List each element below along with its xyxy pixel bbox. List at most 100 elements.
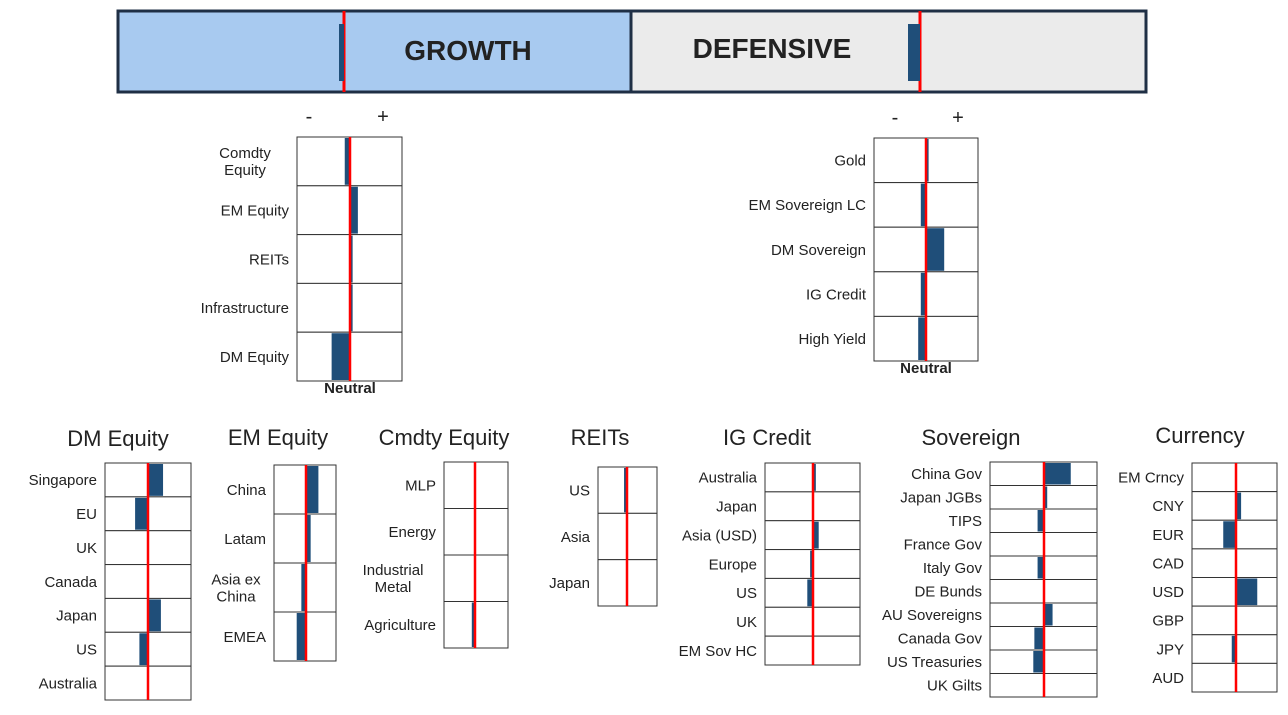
category-label: EUR (1152, 527, 1184, 544)
category-label: Infrastructure (201, 300, 289, 317)
bar-em-equity-0 (306, 466, 319, 513)
category-label: UK (76, 540, 97, 557)
row-cell (1191, 605, 1278, 636)
bar-currency-1 (1236, 492, 1242, 520)
category-label-line: Industrial (363, 562, 424, 579)
bar-currency-2 (1223, 521, 1236, 548)
panel-title-em-equity: EM Equity (228, 425, 328, 450)
bar-growth-assets-0 (344, 138, 350, 185)
category-label: Australia (39, 675, 98, 692)
category-label: Singapore (29, 472, 97, 489)
category-label: AUD (1152, 670, 1184, 687)
category-label: EM Crncy (1118, 470, 1184, 487)
category-label: France Gov (904, 537, 983, 554)
row-cell (1191, 462, 1278, 493)
category-label: EM Equity (221, 202, 290, 219)
category-label: DE Bunds (914, 584, 982, 601)
panel-title-reits: REITs (571, 425, 630, 450)
minus-label: - (306, 106, 313, 128)
bar-sovereign-2 (1037, 510, 1044, 532)
category-label: Energy (388, 524, 436, 541)
category-label: Japan (549, 575, 590, 592)
growth-box (116, 9, 633, 94)
category-label: USD (1152, 584, 1184, 601)
bar-em-equity-3 (296, 613, 306, 660)
category-label: Asia ex China (211, 571, 261, 605)
panel-title-sovereign: Sovereign (921, 425, 1020, 450)
panel-em-equity: EM Equity China Latam Asia ex China EMEA (211, 425, 337, 662)
category-label: EMEA (223, 629, 266, 646)
category-label-line: China (216, 588, 256, 605)
panel-title-currency: Currency (1155, 423, 1244, 448)
growth-marker-bar (339, 24, 344, 81)
category-label-line: Equity (224, 162, 266, 179)
defensive-box (629, 9, 1148, 94)
category-label: AU Sovereigns (882, 607, 982, 624)
category-label: Comdty Equity (219, 145, 271, 179)
category-label: Latam (224, 531, 266, 548)
category-label: Gold (834, 153, 866, 170)
category-label: Asia (USD) (682, 527, 757, 544)
bar-growth-assets-2 (350, 235, 353, 283)
category-label: Japan (56, 608, 97, 625)
category-label: Australia (699, 470, 758, 487)
panel-dm-equity: DM Equity Singapore EU UK Canada Japan US Austr… (29, 426, 192, 701)
category-label: Canada Gov (898, 631, 983, 648)
bar-defensive-assets-0 (926, 139, 929, 182)
category-label: EM Sov HC (679, 643, 758, 660)
row-cell (1191, 491, 1278, 521)
bar-defensive-assets-1 (920, 183, 926, 227)
bar-cmdty-equity-3 (471, 602, 475, 647)
panel-title-cmdty-equity: Cmdty Equity (379, 425, 510, 450)
category-label: GBP (1152, 613, 1184, 630)
category-label: High Yield (798, 331, 866, 348)
panel-ig-credit: IG Credit Australia Japan Asia (USD) Europe U… (679, 425, 861, 666)
bar-sovereign-0 (1044, 463, 1071, 485)
defensive-marker-bar (908, 24, 920, 81)
plus-label: + (377, 106, 389, 128)
bar-defensive-assets-4 (918, 317, 926, 360)
category-label: US (736, 585, 757, 602)
bar-sovereign-7 (1034, 627, 1044, 649)
category-label: Europe (709, 556, 757, 573)
category-label: DM Sovereign (771, 242, 866, 259)
category-label: US (76, 641, 97, 658)
growth-label: GROWTH (404, 35, 532, 66)
category-label: CAD (1152, 555, 1184, 572)
category-label: Industrial Metal (363, 562, 424, 596)
panel-currency: Currency EM Crncy CNY EUR CAD USD GBP JPY AUD (1118, 423, 1278, 693)
category-label: US Treasuries (887, 654, 982, 671)
category-label: DM Equity (220, 349, 290, 366)
category-label: EM Sovereign LC (748, 197, 866, 214)
panel-title-dm-equity: DM Equity (67, 426, 168, 451)
row-cell (1191, 548, 1278, 578)
panel-sovereign: Sovereign China Gov Japan JGBs TIPS France G… (882, 425, 1098, 698)
header-band: GROWTH DEFENSIVE (116, 9, 1148, 94)
category-label: Italy Gov (923, 560, 983, 577)
bar-defensive-assets-2 (926, 228, 945, 271)
bar-dm-equity-0 (148, 464, 164, 496)
bar-dm-equity-5 (139, 633, 148, 666)
defensive-label: DEFENSIVE (693, 33, 852, 64)
category-label: Japan (716, 499, 757, 516)
category-label: UK Gilts (927, 678, 982, 695)
bar-currency-4 (1236, 578, 1258, 606)
minus-label: - (892, 107, 899, 129)
plus-label: + (952, 107, 964, 129)
bar-em-equity-1 (306, 515, 311, 562)
bar-ig-credit-4 (807, 579, 813, 607)
category-label: US (569, 482, 590, 499)
category-label: IG Credit (806, 286, 867, 303)
category-label: JPY (1156, 641, 1184, 658)
category-label: China Gov (911, 466, 982, 483)
bar-ig-credit-3 (810, 550, 813, 578)
panel-growth-assets: Comdty Equity EM Equity REITs Infrastructure… (201, 106, 403, 397)
panel-defensive-assets: Gold EM Sovereign LC DM Sovereign IG Credit… (748, 107, 979, 377)
bar-growth-assets-4 (331, 333, 350, 380)
category-label: REITs (249, 251, 289, 268)
category-label-line: Asia ex (211, 571, 261, 588)
row-cell (1191, 662, 1278, 693)
neutral-label: Neutral (324, 380, 376, 397)
bar-ig-credit-0 (813, 464, 816, 491)
